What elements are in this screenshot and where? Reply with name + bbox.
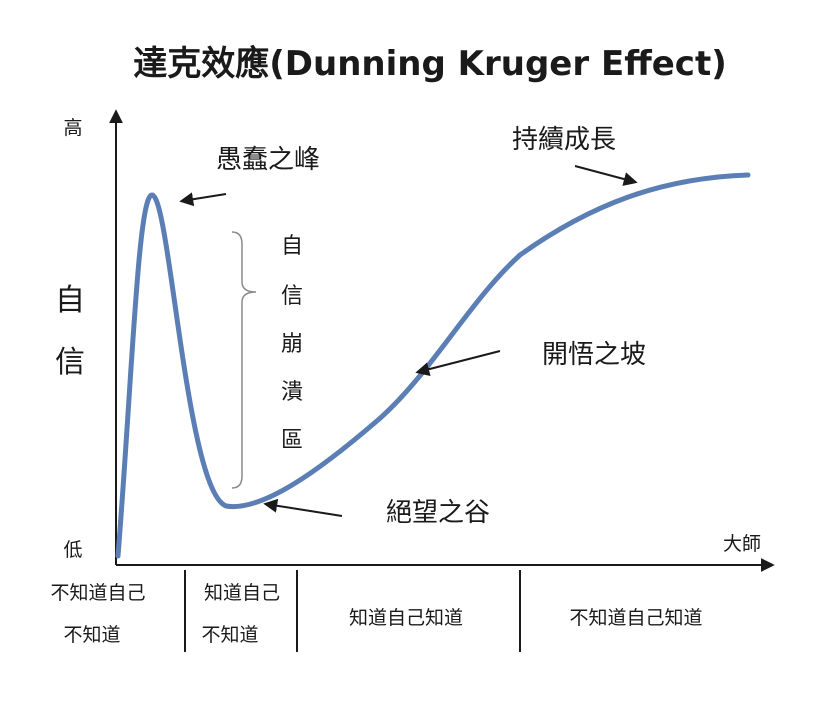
valley-label: 絕望之谷 bbox=[386, 498, 490, 528]
collapse-char-5: 區 bbox=[281, 428, 303, 453]
peak-arrow bbox=[179, 192, 227, 207]
stage-2-line-1: 知道自己 bbox=[204, 582, 280, 604]
collapse-bracket bbox=[231, 231, 257, 489]
collapse-char-1: 自 bbox=[281, 234, 303, 259]
y-axis-label-char-2: 信 bbox=[55, 345, 85, 380]
diagram-title: 達克效應(Dunning Kruger Effect) bbox=[133, 44, 727, 84]
stage-1-line-1: 不知道自己 bbox=[50, 582, 145, 604]
confidence-curve bbox=[115, 172, 751, 559]
stage-2-line-2: 不知道 bbox=[201, 624, 258, 646]
y-axis-low-label: 低 bbox=[63, 539, 82, 561]
collapse-char-4: 潰 bbox=[281, 380, 303, 405]
plateau-label: 持續成長 bbox=[512, 125, 616, 155]
y-axis-label-char-1: 自 bbox=[55, 283, 85, 318]
stage-1-line-2: 不知道 bbox=[63, 624, 120, 646]
x-axis-end-label: 大師 bbox=[723, 533, 761, 555]
peak-label: 愚蠢之峰 bbox=[216, 145, 320, 175]
y-axis-high-label: 高 bbox=[63, 117, 82, 139]
collapse-char-3: 崩 bbox=[281, 332, 303, 357]
slope-label: 開悟之坡 bbox=[542, 340, 646, 370]
plateau-arrow bbox=[574, 165, 638, 186]
slope-arrow bbox=[415, 350, 501, 377]
stage-4-line-1: 不知道自己知道 bbox=[569, 607, 702, 629]
valley-arrow bbox=[263, 498, 343, 517]
stage-3-line-1: 知道自己知道 bbox=[349, 607, 463, 629]
collapse-char-2: 信 bbox=[281, 284, 303, 309]
